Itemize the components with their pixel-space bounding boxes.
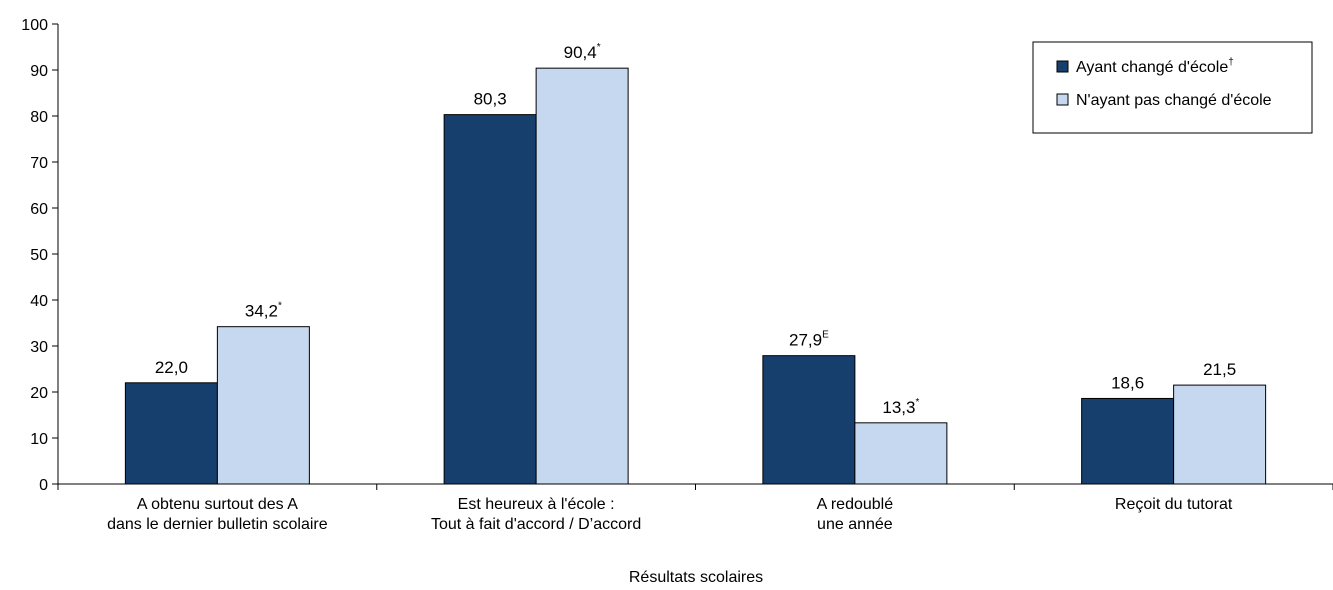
x-axis-title: Résultats scolaires (629, 569, 763, 586)
x-category-label: Reçoit du tutorat (1115, 496, 1233, 513)
y-tick-label: 20 (30, 385, 48, 402)
bar (443, 114, 537, 485)
bar-value-note: * (278, 301, 282, 312)
bar-value-label: 80,3 (474, 90, 507, 109)
x-axis: A obtenu surtout des A dans le dernier bu… (57, 483, 1333, 533)
x-category-label: une année (817, 516, 893, 533)
y-tick-label: 10 (30, 431, 48, 448)
y-tick-label: 80 (30, 109, 48, 126)
x-category-label: Est heureux à l'école : (458, 496, 615, 513)
x-category-label: A obtenu surtout des A (137, 496, 298, 513)
bar-value-label: 27,9E (789, 330, 829, 350)
y-axis: 0 10 20 30 40 50 60 70 80 90 100 (21, 17, 59, 494)
legend-note: † (1228, 57, 1234, 68)
bars (124, 67, 1267, 485)
bar-value-label: 18,6 (1111, 373, 1144, 392)
legend-box (1032, 41, 1313, 134)
bar-value-label: 22,0 (155, 358, 188, 377)
bar-value-label: 13,3* (882, 397, 919, 417)
x-category-label: Tout à fait d'accord / D’accord (431, 516, 641, 533)
legend-label: N'ayant pas changé d'école (1076, 92, 1272, 109)
legend-swatch (1056, 93, 1069, 106)
bar-value-label: 90,4* (564, 42, 601, 62)
bar-value-note: E (822, 330, 829, 341)
y-tick-label: 0 (39, 477, 48, 494)
bar (216, 326, 310, 485)
bar (535, 67, 629, 485)
bar (1081, 397, 1175, 485)
legend-swatch (1056, 60, 1069, 73)
bar-value-note: * (915, 397, 919, 408)
bar-value-label: 34,2* (245, 301, 282, 321)
legend[interactable]: Ayant changé d'école† N'ayant pas changé … (1032, 41, 1313, 134)
bar (762, 355, 856, 485)
y-tick-label: 30 (30, 339, 48, 356)
y-tick-label: 40 (30, 293, 48, 310)
bar (124, 382, 218, 485)
bar-value-note: * (597, 42, 601, 53)
bar (854, 422, 948, 485)
y-tick-label: 90 (30, 63, 48, 80)
legend-label: Ayant changé d'école† (1076, 57, 1234, 76)
value-labels: 22,0 34,2* 80,3 90,4* 27,9E 13,3* 18,6 21,5 (155, 42, 1236, 417)
bar-value-label: 21,5 (1203, 360, 1236, 379)
x-category-label: dans le dernier bulletin scolaire (107, 516, 328, 533)
y-tick-label: 100 (21, 17, 48, 34)
y-tick-label: 50 (30, 247, 48, 264)
bar (1173, 384, 1267, 485)
x-category-label: A redoublé (817, 496, 894, 513)
y-tick-label: 70 (30, 155, 48, 172)
y-tick-label: 60 (30, 201, 48, 218)
